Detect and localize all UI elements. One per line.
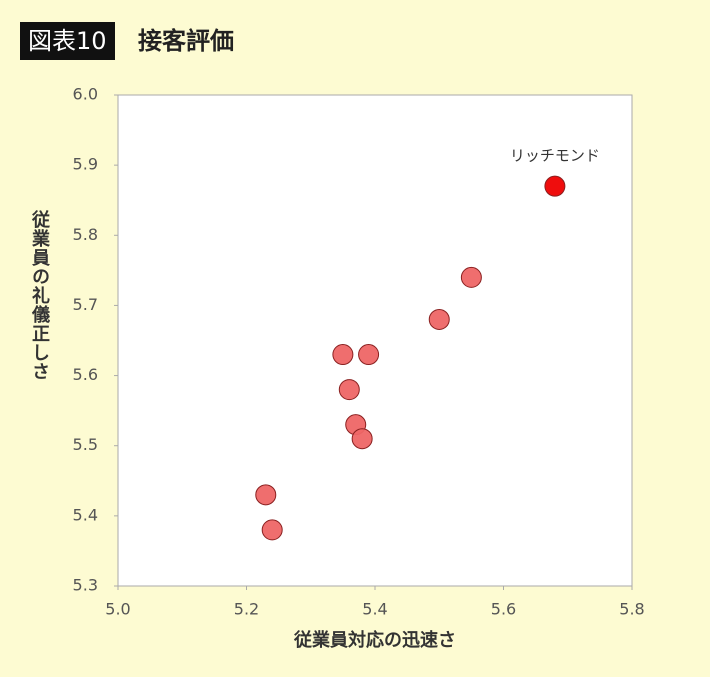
point: [261, 519, 283, 541]
y-tick-label: 5.6: [73, 365, 98, 384]
x-axis-label: 従業員対応の迅速さ: [294, 630, 456, 651]
point: [358, 344, 380, 366]
y-tick-label: 5.9: [73, 155, 98, 174]
point: [460, 266, 482, 288]
point: [332, 344, 354, 366]
point: [544, 175, 566, 197]
y-tick-label: 5.3: [73, 576, 98, 595]
x-tick-label: 5.0: [105, 600, 130, 619]
y-tick-label: 5.5: [73, 435, 98, 454]
chart-title: 接客評価: [138, 27, 234, 55]
x-tick-label: 5.8: [619, 600, 644, 619]
y-axis-label: 従業員の礼儀正しさ: [29, 210, 50, 381]
figure-label: 図表10: [20, 22, 115, 60]
x-tick-label: 5.2: [234, 600, 259, 619]
point: [338, 379, 360, 401]
point: [428, 308, 450, 330]
point: [351, 428, 373, 450]
y-tick-label: 5.4: [73, 505, 98, 524]
y-tick-label: 6.0: [73, 85, 98, 104]
point-label: リッチモンド: [510, 147, 600, 165]
point: [255, 484, 277, 506]
x-tick-label: 5.6: [491, 600, 516, 619]
y-tick-label: 5.7: [73, 295, 98, 314]
y-tick-label: 5.8: [73, 225, 98, 244]
plot-area: [117, 94, 633, 587]
x-tick-label: 5.4: [362, 600, 387, 619]
